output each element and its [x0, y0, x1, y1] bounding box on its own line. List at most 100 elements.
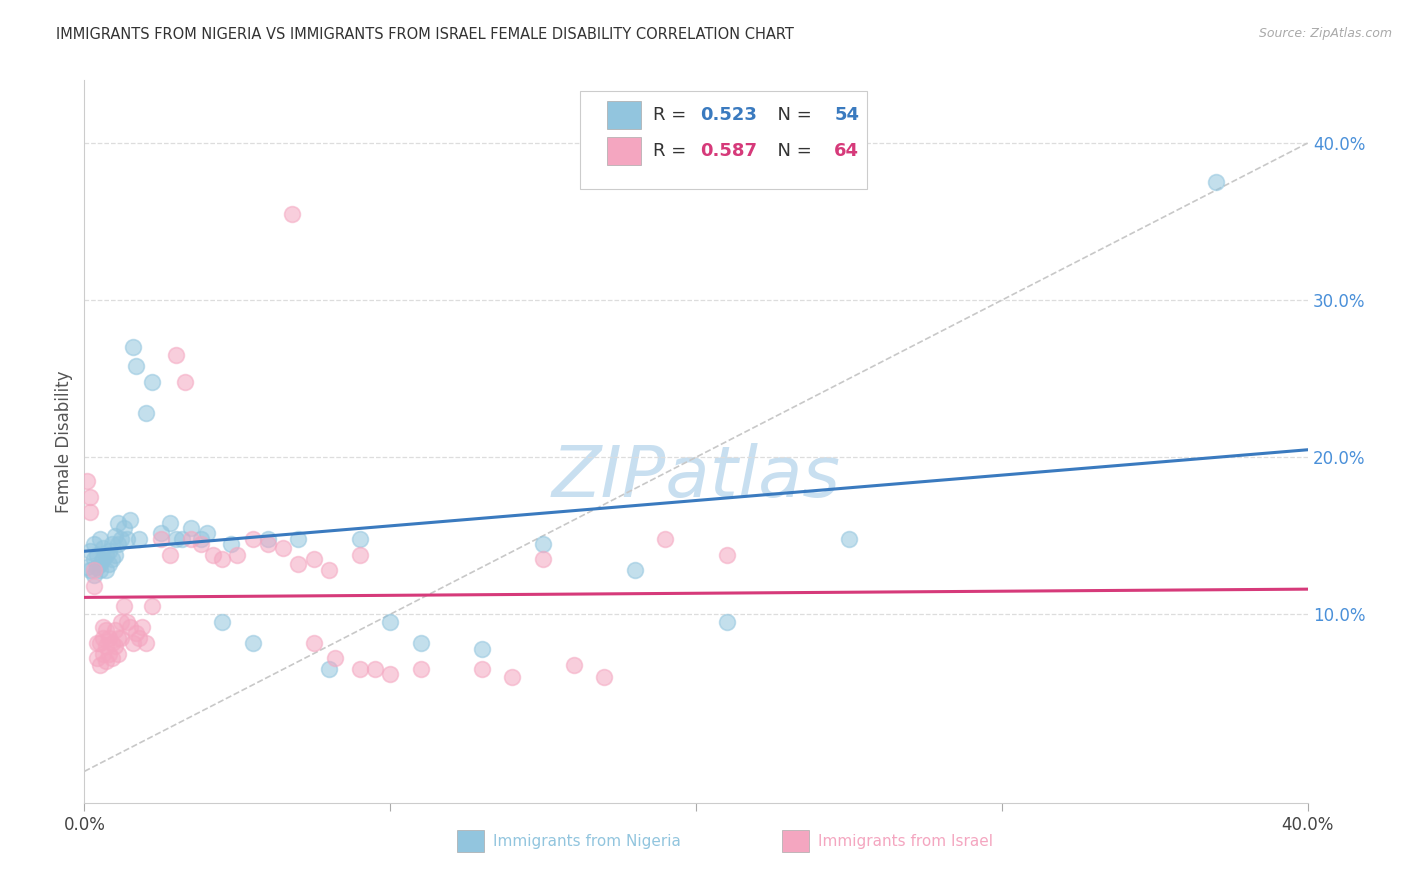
Text: R =: R = [654, 142, 692, 160]
Point [135, 406, 157, 420]
Point [125, 359, 148, 373]
Point [271, 541, 294, 556]
Point [94, 623, 117, 637]
Point [94, 563, 117, 577]
Point [135, 635, 157, 649]
Text: N =: N = [766, 106, 817, 124]
Point [107, 536, 129, 550]
Point [101, 536, 124, 550]
Point [654, 532, 676, 546]
Point [281, 207, 304, 221]
Text: 54: 54 [834, 106, 859, 124]
Point [83, 536, 105, 550]
FancyBboxPatch shape [606, 137, 641, 165]
Point [409, 662, 432, 676]
Point [104, 639, 127, 653]
FancyBboxPatch shape [606, 101, 641, 128]
Point [79, 490, 101, 504]
Point [471, 641, 494, 656]
Point [174, 375, 197, 389]
Point [349, 548, 371, 562]
Point [86, 560, 108, 574]
FancyBboxPatch shape [579, 91, 868, 189]
FancyBboxPatch shape [457, 830, 484, 852]
Point [318, 563, 340, 577]
Point [201, 548, 224, 562]
Point [165, 348, 187, 362]
Point [94, 548, 117, 562]
Point [112, 599, 135, 614]
Point [1205, 175, 1227, 189]
Point [716, 615, 738, 630]
Point [107, 516, 129, 531]
Point [409, 635, 432, 649]
Text: 0.587: 0.587 [700, 142, 756, 160]
Point [86, 548, 108, 562]
Point [79, 563, 101, 577]
Point [364, 662, 387, 676]
Point [149, 532, 172, 546]
Point [562, 657, 585, 672]
Point [180, 521, 202, 535]
Point [195, 525, 218, 540]
Point [86, 635, 108, 649]
Point [302, 552, 325, 566]
Point [380, 667, 402, 681]
Point [107, 631, 129, 645]
Point [257, 532, 280, 546]
Point [226, 548, 249, 562]
Point [838, 532, 860, 546]
Point [97, 544, 120, 558]
Point [128, 532, 150, 546]
Point [104, 529, 127, 543]
Point [83, 568, 105, 582]
Point [91, 541, 114, 556]
Point [83, 563, 105, 577]
Text: Source: ZipAtlas.com: Source: ZipAtlas.com [1258, 27, 1392, 40]
Point [211, 615, 233, 630]
Point [89, 557, 111, 571]
Point [180, 532, 202, 546]
Point [83, 579, 105, 593]
Point [149, 525, 172, 540]
Text: N =: N = [766, 142, 817, 160]
Point [159, 516, 181, 531]
Point [287, 532, 309, 546]
Text: Immigrants from Israel: Immigrants from Israel [818, 834, 993, 848]
Text: 64: 64 [834, 142, 859, 160]
Point [94, 655, 117, 669]
Point [624, 563, 647, 577]
Point [91, 552, 114, 566]
Point [211, 552, 233, 566]
Point [89, 657, 111, 672]
Point [380, 615, 402, 630]
Point [89, 532, 111, 546]
Point [79, 544, 101, 558]
Point [349, 532, 371, 546]
Point [79, 505, 101, 519]
Y-axis label: Female Disability: Female Disability [55, 370, 73, 513]
Point [110, 532, 132, 546]
Point [349, 662, 371, 676]
Point [107, 647, 129, 661]
Point [190, 536, 212, 550]
Point [101, 651, 124, 665]
Point [242, 532, 264, 546]
Point [110, 615, 132, 630]
Point [257, 536, 280, 550]
Point [101, 552, 124, 566]
Point [323, 651, 346, 665]
Point [104, 548, 127, 562]
Point [120, 513, 142, 527]
Point [318, 662, 340, 676]
Point [302, 635, 325, 649]
Point [104, 623, 127, 637]
Point [287, 557, 309, 571]
Point [89, 635, 111, 649]
Point [122, 340, 145, 354]
Point [141, 599, 163, 614]
Point [531, 552, 554, 566]
Point [242, 635, 264, 649]
Point [716, 548, 738, 562]
FancyBboxPatch shape [782, 830, 808, 852]
